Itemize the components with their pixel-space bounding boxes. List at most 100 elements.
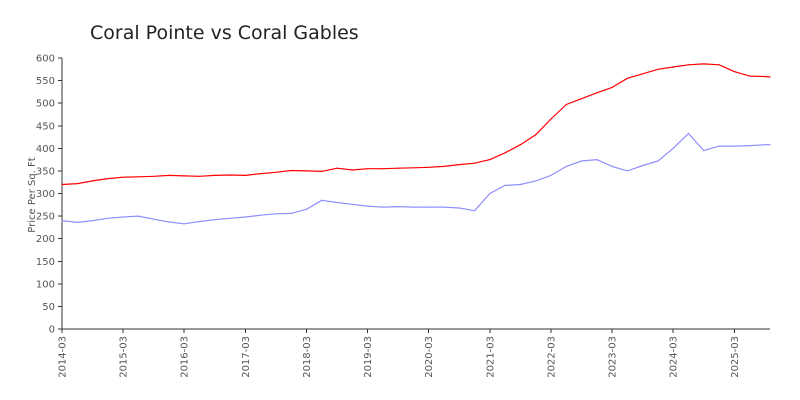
series-1-point: [443, 165, 445, 167]
series-2-point: [764, 144, 766, 146]
series-1-point: [107, 178, 109, 180]
series-1-point: [749, 75, 751, 77]
series-2-point: [550, 174, 552, 176]
series-1-point: [382, 168, 384, 170]
series-1-point: [489, 159, 491, 161]
y-tick-label: 150: [36, 257, 55, 268]
series-2-point: [443, 206, 445, 208]
series-1-point: [565, 103, 567, 106]
series-1-point: [275, 171, 277, 173]
x-tick-label: 2015-03: [119, 336, 130, 378]
series-2-point: [428, 206, 430, 208]
series-1-point: [611, 86, 613, 88]
series-1-point: [76, 183, 78, 185]
x-tick-label: 2018-03: [302, 336, 313, 378]
y-tick-label: 300: [36, 189, 55, 200]
series-2-point: [657, 160, 659, 162]
series-1-point: [535, 134, 537, 136]
x-axis-ticks: 2014-03 2015-03 2016-03 2017-03 2018-03 2019-…: [58, 329, 741, 378]
y-tick-label: 400: [36, 144, 55, 155]
series-1-point: [703, 63, 705, 65]
series-1-point: [733, 71, 735, 73]
series-2-point: [183, 223, 185, 225]
x-tick-label: 2024-03: [669, 336, 680, 378]
series-2-point: [580, 160, 583, 162]
series-1-point: [122, 176, 124, 178]
series-1-point: [672, 66, 674, 68]
series-2-point: [611, 165, 613, 167]
series-1-point: [769, 76, 771, 78]
series-2-line: [61, 132, 770, 225]
series-2-point: [769, 144, 771, 146]
series-1-point: [550, 118, 552, 120]
series-2-point: [642, 164, 644, 167]
series-2-point: [535, 180, 537, 182]
series-1-point: [596, 92, 598, 94]
series-2-point: [626, 170, 629, 172]
series-2-point: [565, 165, 567, 167]
series-2-point: [519, 183, 522, 186]
series-2-point: [275, 213, 277, 215]
series-1-point: [214, 174, 216, 176]
series-1-point: [718, 64, 720, 66]
series-1-point: [351, 169, 353, 171]
series-1-point: [321, 170, 323, 172]
series-2-point: [153, 218, 155, 220]
y-tick-label: 450: [36, 121, 55, 132]
series-1-point: [168, 174, 170, 176]
series-1-point: [642, 73, 644, 75]
series-layer: [61, 63, 771, 225]
x-tick-label: 2025-03: [730, 336, 741, 378]
series-1-point: [397, 167, 399, 169]
series-2-point: [122, 216, 124, 218]
series-2-point: [290, 212, 292, 214]
series-1-point: [626, 77, 629, 79]
series-2-point: [687, 132, 690, 134]
series-1-point: [367, 168, 369, 170]
y-tick-label: 200: [36, 234, 55, 245]
series-1-point: [183, 175, 185, 177]
series-1-point: [458, 164, 460, 166]
series-1-point: [92, 180, 94, 182]
series-1-point: [290, 169, 292, 172]
series-2-point: [229, 217, 231, 219]
series-1-point: [305, 170, 308, 172]
series-2-point: [504, 184, 506, 186]
series-2-point: [672, 147, 674, 149]
y-tick-label: 250: [36, 212, 55, 223]
series-2-point: [260, 214, 262, 216]
series-2-point: [305, 208, 308, 210]
series-1-point: [580, 98, 583, 100]
series-1-line: [61, 63, 771, 186]
series-1-point: [198, 175, 201, 177]
x-tick-label: 2021-03: [485, 336, 496, 378]
series-1-point: [336, 167, 338, 169]
y-tick-label: 100: [36, 279, 55, 290]
series-1-point: [764, 75, 766, 78]
x-tick-label: 2019-03: [363, 336, 374, 378]
series-1-point: [260, 173, 262, 175]
series-2-point: [718, 145, 720, 147]
series-2-point: [137, 215, 139, 217]
x-tick-label: 2022-03: [546, 336, 557, 378]
series-2-point: [61, 220, 63, 222]
y-tick-label: 350: [36, 166, 55, 177]
x-tick-label: 2017-03: [241, 336, 252, 378]
y-axis-ticks: 0 50 100 150 200 250 300 350 400 450 500 550 600: [36, 54, 62, 336]
series-2-point: [244, 216, 246, 218]
series-1-point: [153, 175, 155, 177]
series-1-point: [687, 64, 690, 66]
y-tick-label: 550: [36, 76, 55, 87]
series-2-point: [489, 192, 491, 195]
series-1-point: [428, 166, 430, 168]
y-tick-label: 50: [42, 302, 55, 313]
series-2-point: [474, 210, 476, 212]
series-2-point: [397, 206, 399, 208]
series-1-point: [519, 144, 522, 146]
x-tick-label: 2023-03: [608, 336, 619, 378]
series-1-point: [61, 183, 63, 186]
series-2-point: [336, 201, 338, 204]
y-tick-label: 500: [36, 99, 55, 110]
chart-title: Coral Pointe vs Coral Gables: [90, 22, 359, 44]
